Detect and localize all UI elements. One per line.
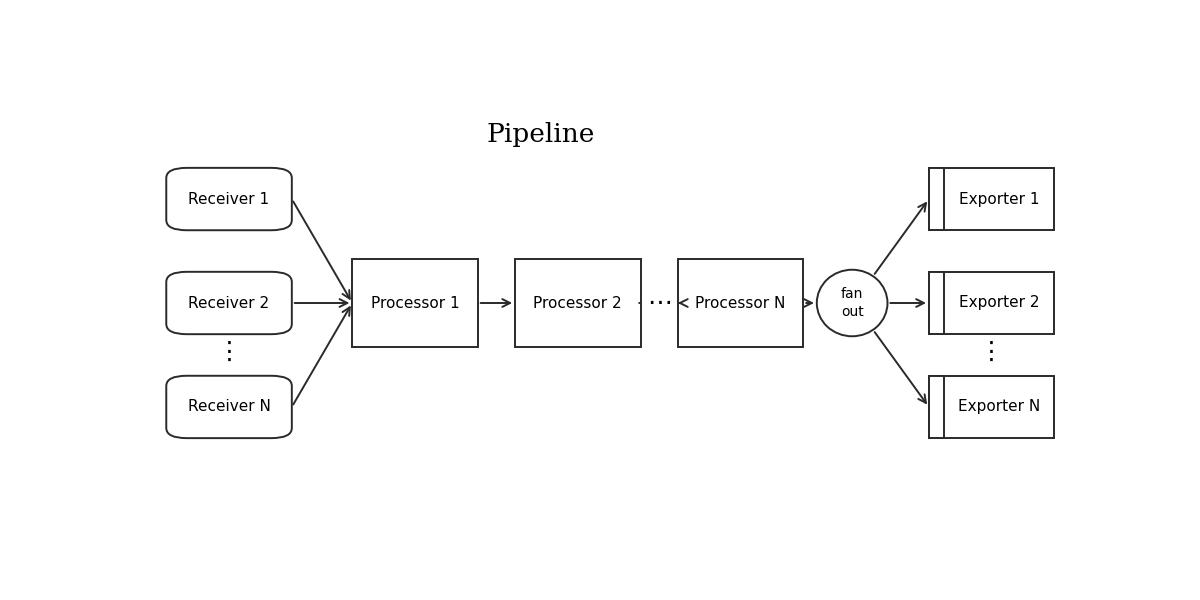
Bar [929, 168, 1055, 230]
FancyBboxPatch shape [167, 376, 292, 438]
Text: ⋯: ⋯ [647, 291, 672, 315]
Text: Receiver N: Receiver N [187, 400, 270, 415]
Ellipse shape [817, 270, 888, 336]
Bar [929, 272, 1055, 334]
Text: Pipeline: Pipeline [486, 122, 595, 147]
Text: Receiver 2: Receiver 2 [188, 295, 270, 311]
FancyBboxPatch shape [167, 272, 292, 334]
Text: Exporter 1: Exporter 1 [959, 191, 1039, 206]
Text: ⋮: ⋮ [216, 340, 241, 364]
Text: Processor N: Processor N [695, 295, 786, 311]
Bar [353, 259, 478, 347]
Text: fan
out: fan out [841, 287, 864, 319]
FancyBboxPatch shape [167, 168, 292, 230]
Text: Processor 1: Processor 1 [371, 295, 460, 311]
Bar [929, 376, 943, 438]
Bar [929, 272, 943, 334]
Bar [515, 259, 641, 347]
Bar [678, 259, 803, 347]
Text: Receiver 1: Receiver 1 [188, 191, 270, 206]
Text: ⋮: ⋮ [979, 340, 1004, 364]
Text: Exporter 2: Exporter 2 [959, 295, 1039, 311]
Bar [929, 168, 943, 230]
Text: Exporter N: Exporter N [958, 400, 1040, 415]
Bar [929, 376, 1055, 438]
Text: Processor 2: Processor 2 [534, 295, 622, 311]
